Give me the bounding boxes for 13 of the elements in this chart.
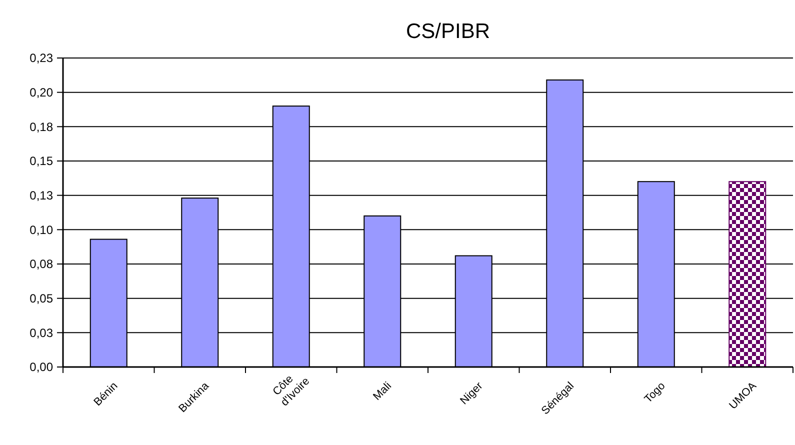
y-tick-label: 0,05 [30, 292, 54, 306]
y-tick-label: 0,08 [30, 257, 54, 272]
chart-title: CS/PIBR [406, 20, 490, 43]
x-tick-label: Togo [642, 380, 668, 406]
y-tick-label: 0,18 [30, 120, 54, 134]
y-tick-label: 0,20 [30, 86, 54, 100]
y-tick-label: 0,23 [30, 51, 54, 66]
y-tick-label: 0,10 [30, 222, 54, 237]
bar [728, 181, 766, 368]
y-tick-label: 0,00 [30, 360, 54, 374]
y-tick-label: 0,15 [30, 154, 54, 168]
y-tick-label: 0,13 [30, 188, 54, 203]
y-tick-label: 0,03 [30, 326, 54, 340]
